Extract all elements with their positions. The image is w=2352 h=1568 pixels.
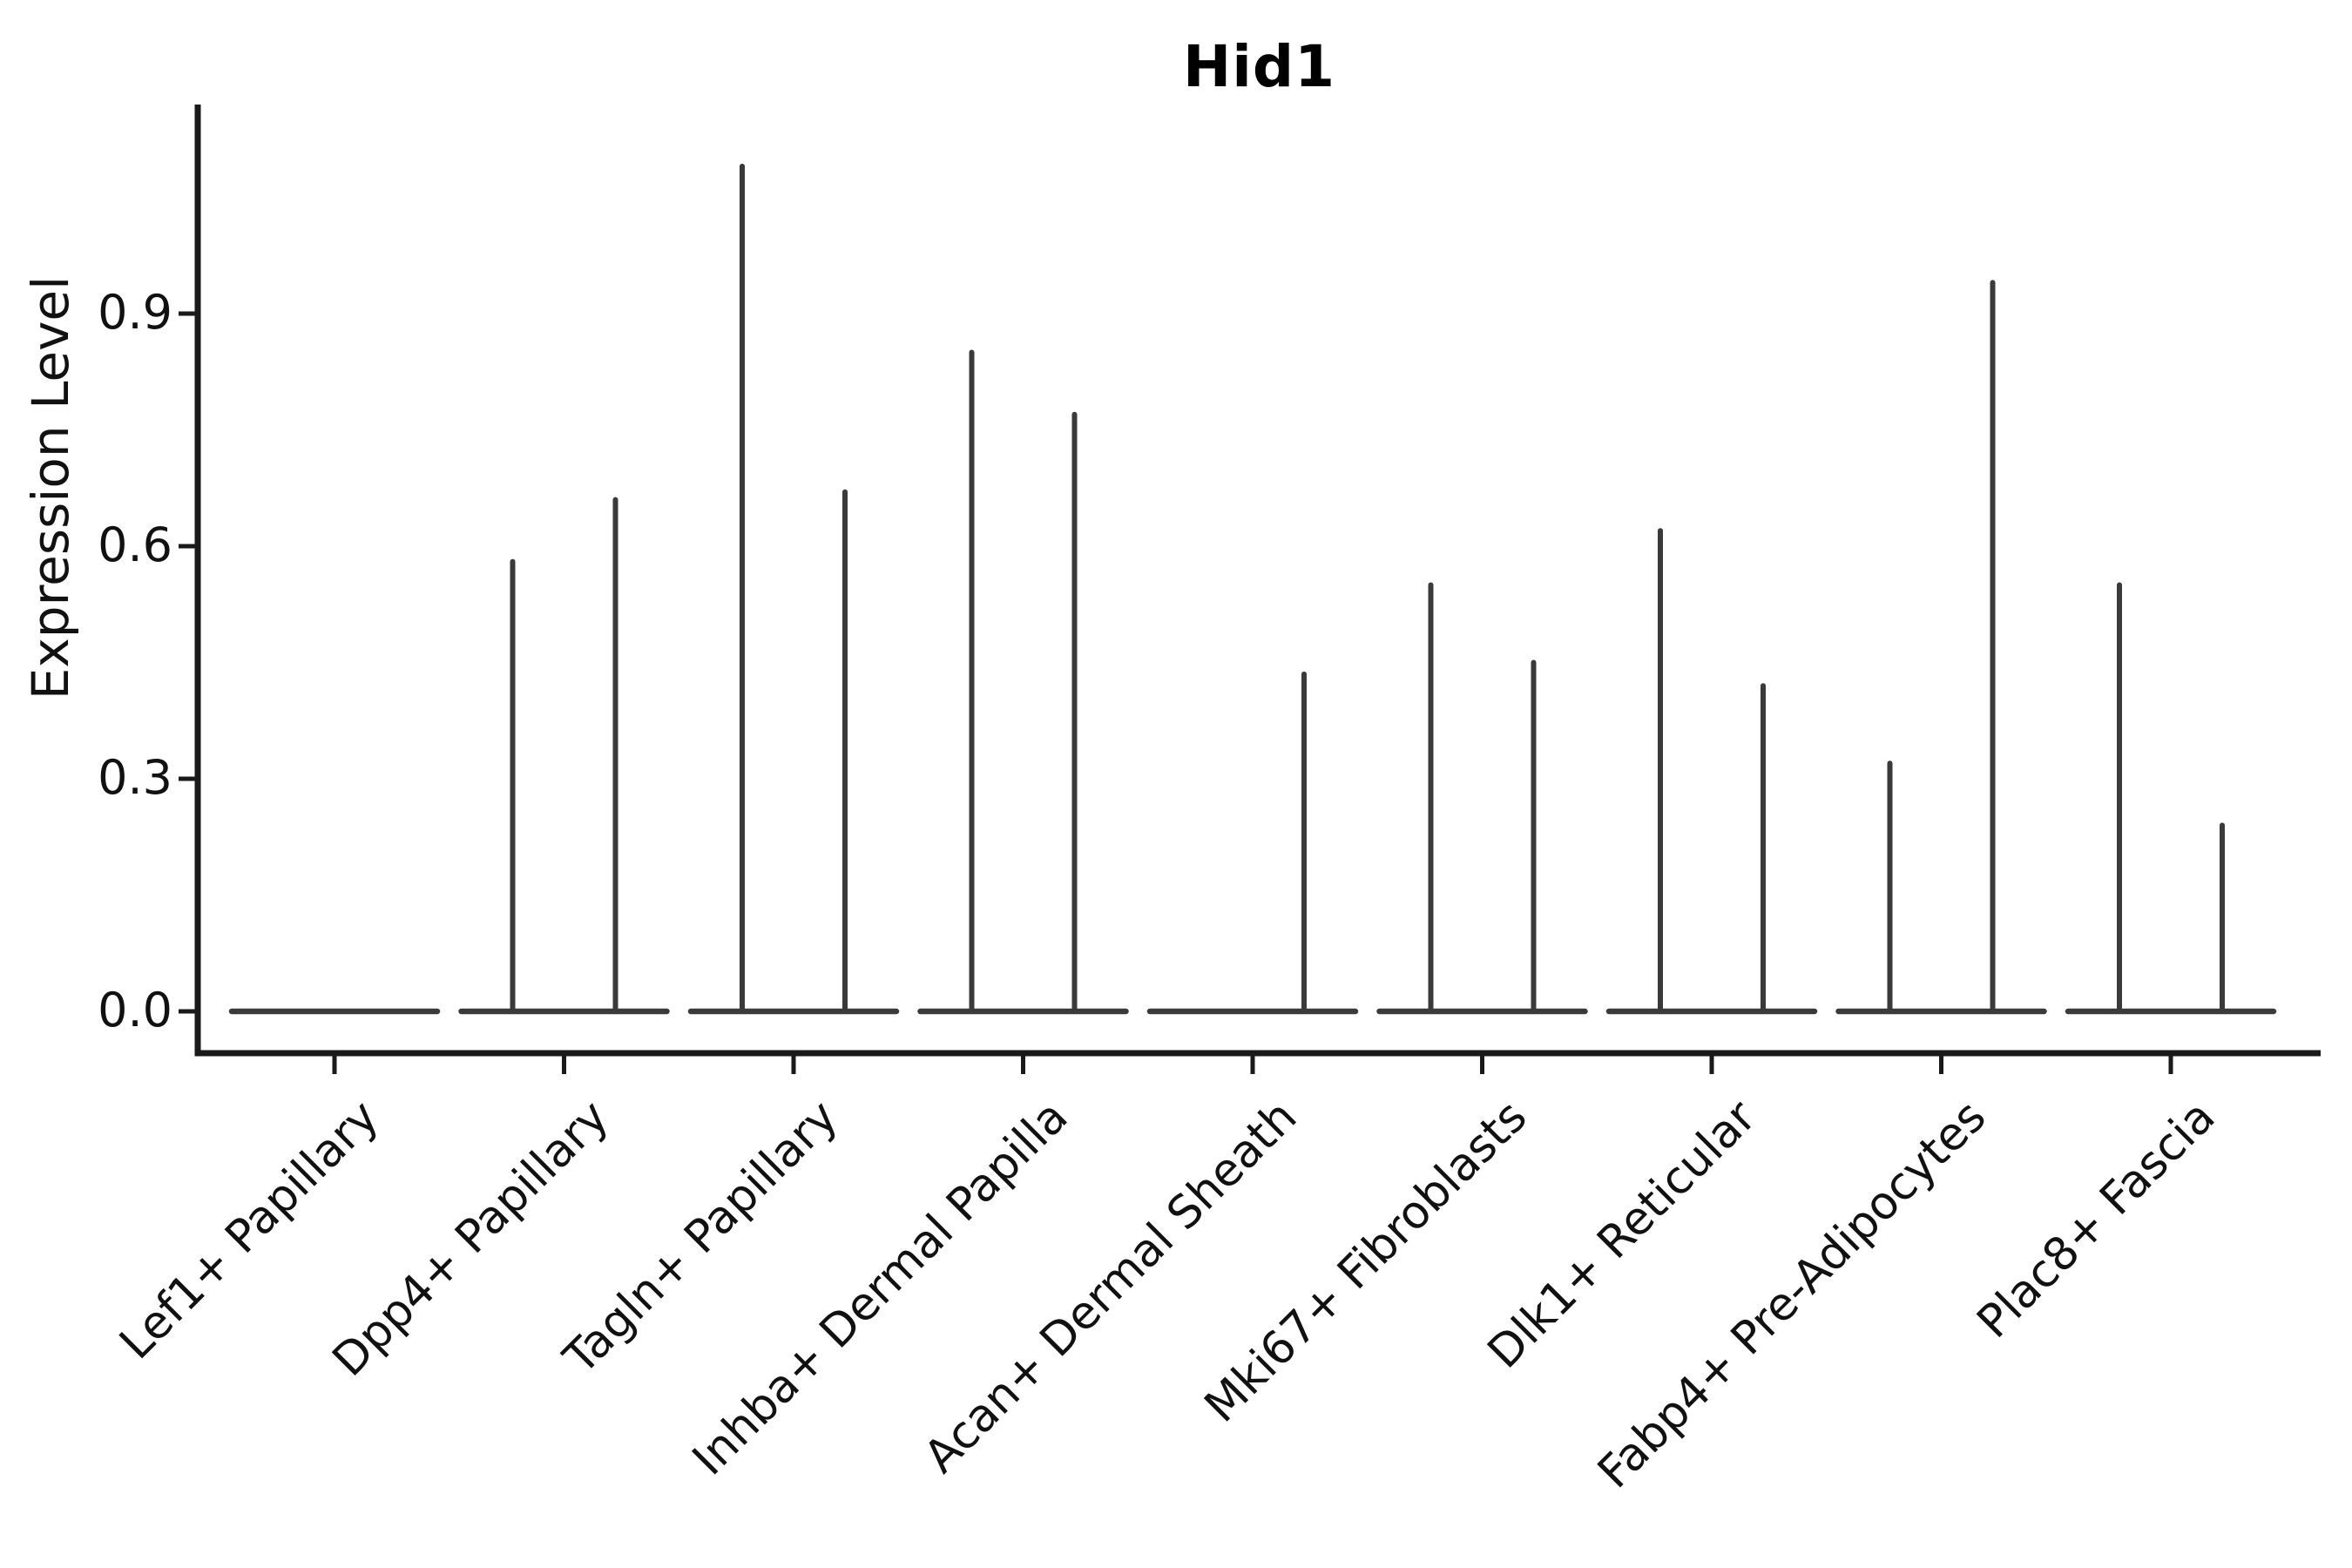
- axis-spines: [194, 105, 2321, 1057]
- y-tick-label: 0.0: [98, 983, 172, 1038]
- y-tick-label: 0.6: [98, 517, 172, 573]
- y-tick-label: 0.9: [98, 285, 172, 341]
- y-tick-label: 0.3: [98, 750, 172, 806]
- plot-title: Hid1: [1182, 33, 1336, 100]
